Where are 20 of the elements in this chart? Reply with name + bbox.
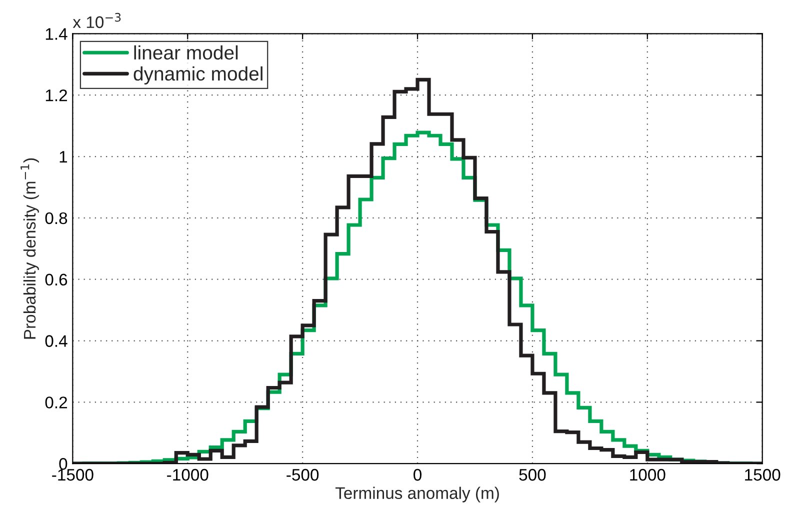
y-tick-label: 0	[59, 458, 68, 470]
x-tick-label: 1000	[630, 468, 666, 481]
x-tick-label: -1500	[52, 468, 94, 481]
x-tick-label: 0	[414, 468, 422, 481]
y-tick-label: 1.2	[46, 89, 67, 102]
x-tick-label: -1000	[167, 468, 208, 481]
x-axis-title: Terminus anomaly (m)	[335, 486, 499, 502]
y-tick-label: 0.4	[45, 335, 68, 347]
x-tick-label: 1500	[745, 468, 780, 481]
legend-label: linear model	[134, 45, 238, 60]
y-axis-title: Probability density (m$^{−1}$)	[20, 158, 39, 339]
x-tick-label: 500	[519, 468, 546, 481]
y-tick-label: 0.8	[45, 212, 68, 224]
legend-label: dynamic model	[134, 66, 262, 85]
y-tick-label: 0.6	[45, 274, 68, 286]
y-tick-label: 1	[60, 151, 68, 163]
y-tick-label: 1.4	[46, 28, 68, 40]
x-tick-label: -500	[286, 468, 319, 481]
text: x 10$^{−3}$	[72, 12, 121, 28]
y-tick-label: 0.2	[45, 396, 67, 408]
